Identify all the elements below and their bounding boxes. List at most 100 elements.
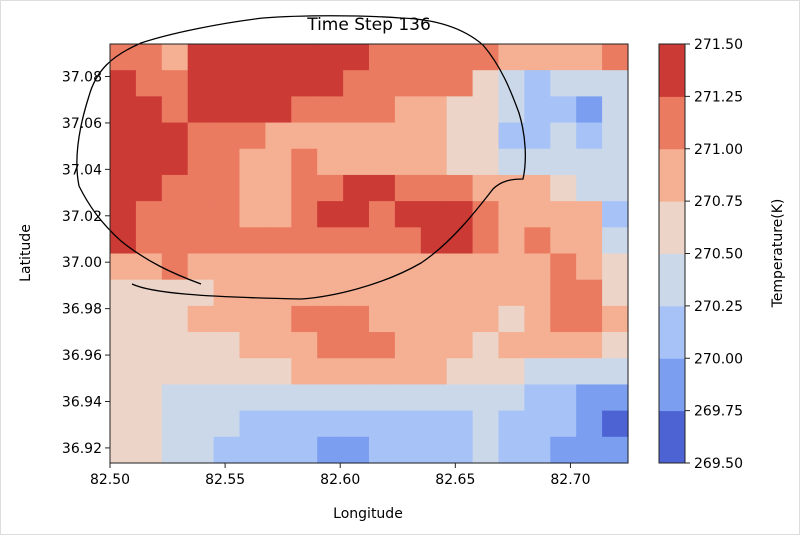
contour-cell bbox=[317, 96, 344, 124]
contour-cell bbox=[420, 410, 448, 438]
contour-cell bbox=[239, 384, 266, 412]
contour-cell bbox=[498, 332, 525, 359]
contour-cell bbox=[239, 44, 266, 71]
contour-cell bbox=[602, 436, 629, 464]
contour-cell bbox=[524, 358, 551, 386]
contour-cell bbox=[394, 44, 422, 71]
y-tick-label: 36.96 bbox=[62, 348, 102, 364]
contour-cell bbox=[472, 70, 500, 97]
contour-cell bbox=[187, 174, 215, 202]
contour-cell bbox=[576, 279, 603, 307]
contour-cell bbox=[317, 332, 344, 359]
contour-cell bbox=[213, 253, 241, 281]
contour-cell bbox=[135, 279, 163, 307]
contour-cell bbox=[420, 332, 448, 359]
contour-cell bbox=[369, 436, 396, 464]
contour-cell bbox=[394, 96, 422, 124]
contour-cell bbox=[369, 96, 396, 124]
contour-cell bbox=[498, 279, 525, 307]
contour-cell bbox=[265, 410, 292, 438]
contour-cell bbox=[420, 70, 448, 97]
contour-cell bbox=[161, 96, 189, 124]
contour-cell bbox=[446, 384, 474, 412]
contour-cell bbox=[213, 148, 241, 176]
contour-cell bbox=[524, 148, 551, 176]
contour-cell bbox=[110, 332, 137, 359]
contour-cell bbox=[239, 227, 266, 255]
contour-cell bbox=[265, 201, 292, 228]
contour-cell bbox=[265, 436, 292, 464]
contour-cell bbox=[498, 384, 525, 412]
contour-cell bbox=[239, 148, 266, 176]
colorbar-tick-label: 270.75 bbox=[694, 194, 743, 210]
contour-cell bbox=[576, 227, 603, 255]
contour-cell bbox=[343, 227, 370, 255]
contour-cell bbox=[602, 305, 629, 333]
contour-cell bbox=[343, 44, 370, 71]
y-tick-label: 37.04 bbox=[62, 162, 102, 178]
contour-cell bbox=[420, 253, 448, 281]
contour-cell bbox=[291, 201, 318, 228]
contour-field bbox=[110, 44, 629, 464]
contour-cell bbox=[213, 227, 241, 255]
contour-cell bbox=[550, 436, 577, 464]
contour-cell bbox=[576, 384, 603, 412]
contour-cell bbox=[291, 410, 318, 438]
contour-cell bbox=[420, 44, 448, 71]
contour-cell bbox=[239, 174, 266, 202]
contour-cell bbox=[369, 332, 396, 359]
contour-cell bbox=[394, 70, 422, 97]
contour-cell bbox=[524, 305, 551, 333]
contour-cell bbox=[239, 96, 266, 124]
contour-cell bbox=[498, 305, 525, 333]
contour-cell bbox=[161, 44, 189, 71]
contour-cell bbox=[135, 384, 163, 412]
contour-cell bbox=[394, 201, 422, 228]
contour-cell bbox=[394, 253, 422, 281]
contour-cell bbox=[420, 384, 448, 412]
contour-cell bbox=[472, 279, 500, 307]
contour-cell bbox=[187, 305, 215, 333]
contour-cell bbox=[472, 201, 500, 228]
contour-cell bbox=[576, 148, 603, 176]
contour-cell bbox=[265, 122, 292, 150]
contour-cell bbox=[110, 44, 137, 71]
contour-cell bbox=[446, 358, 474, 386]
contour-cell bbox=[524, 279, 551, 307]
contour-cell bbox=[446, 44, 474, 71]
contour-cell bbox=[420, 96, 448, 124]
contour-cell bbox=[239, 253, 266, 281]
contour-cell bbox=[291, 96, 318, 124]
contour-cell bbox=[602, 384, 629, 412]
contour-cell bbox=[420, 436, 448, 464]
contour-cell bbox=[135, 305, 163, 333]
contour-cell bbox=[187, 279, 215, 307]
contour-cell bbox=[576, 253, 603, 281]
contour-cell bbox=[135, 358, 163, 386]
contour-cell bbox=[110, 174, 137, 202]
colorbar-tick-label: 270.00 bbox=[694, 351, 743, 367]
contour-cell bbox=[110, 436, 137, 464]
contour-cell bbox=[420, 227, 448, 255]
colorbar-label: Temperature(K) bbox=[770, 199, 786, 309]
contour-cell bbox=[420, 358, 448, 386]
hand-drawn-annotation-curve bbox=[76, 15, 526, 300]
y-tick-label: 37.02 bbox=[62, 209, 102, 225]
contour-cell bbox=[213, 174, 241, 202]
contour-cell bbox=[161, 305, 189, 333]
contour-cell bbox=[317, 358, 344, 386]
contour-cell bbox=[524, 44, 551, 71]
contour-cell bbox=[213, 70, 241, 97]
contour-cell bbox=[394, 436, 422, 464]
contour-cell bbox=[602, 70, 629, 97]
contour-cell bbox=[446, 410, 474, 438]
contour-cell bbox=[576, 410, 603, 438]
contour-cell bbox=[213, 358, 241, 386]
contour-cell bbox=[369, 410, 396, 438]
contour-cell bbox=[369, 70, 396, 97]
contour-cell bbox=[187, 44, 215, 71]
contour-cell bbox=[394, 174, 422, 202]
y-tick-label: 36.98 bbox=[62, 302, 102, 318]
contour-cell bbox=[265, 227, 292, 255]
contour-cell bbox=[265, 358, 292, 386]
